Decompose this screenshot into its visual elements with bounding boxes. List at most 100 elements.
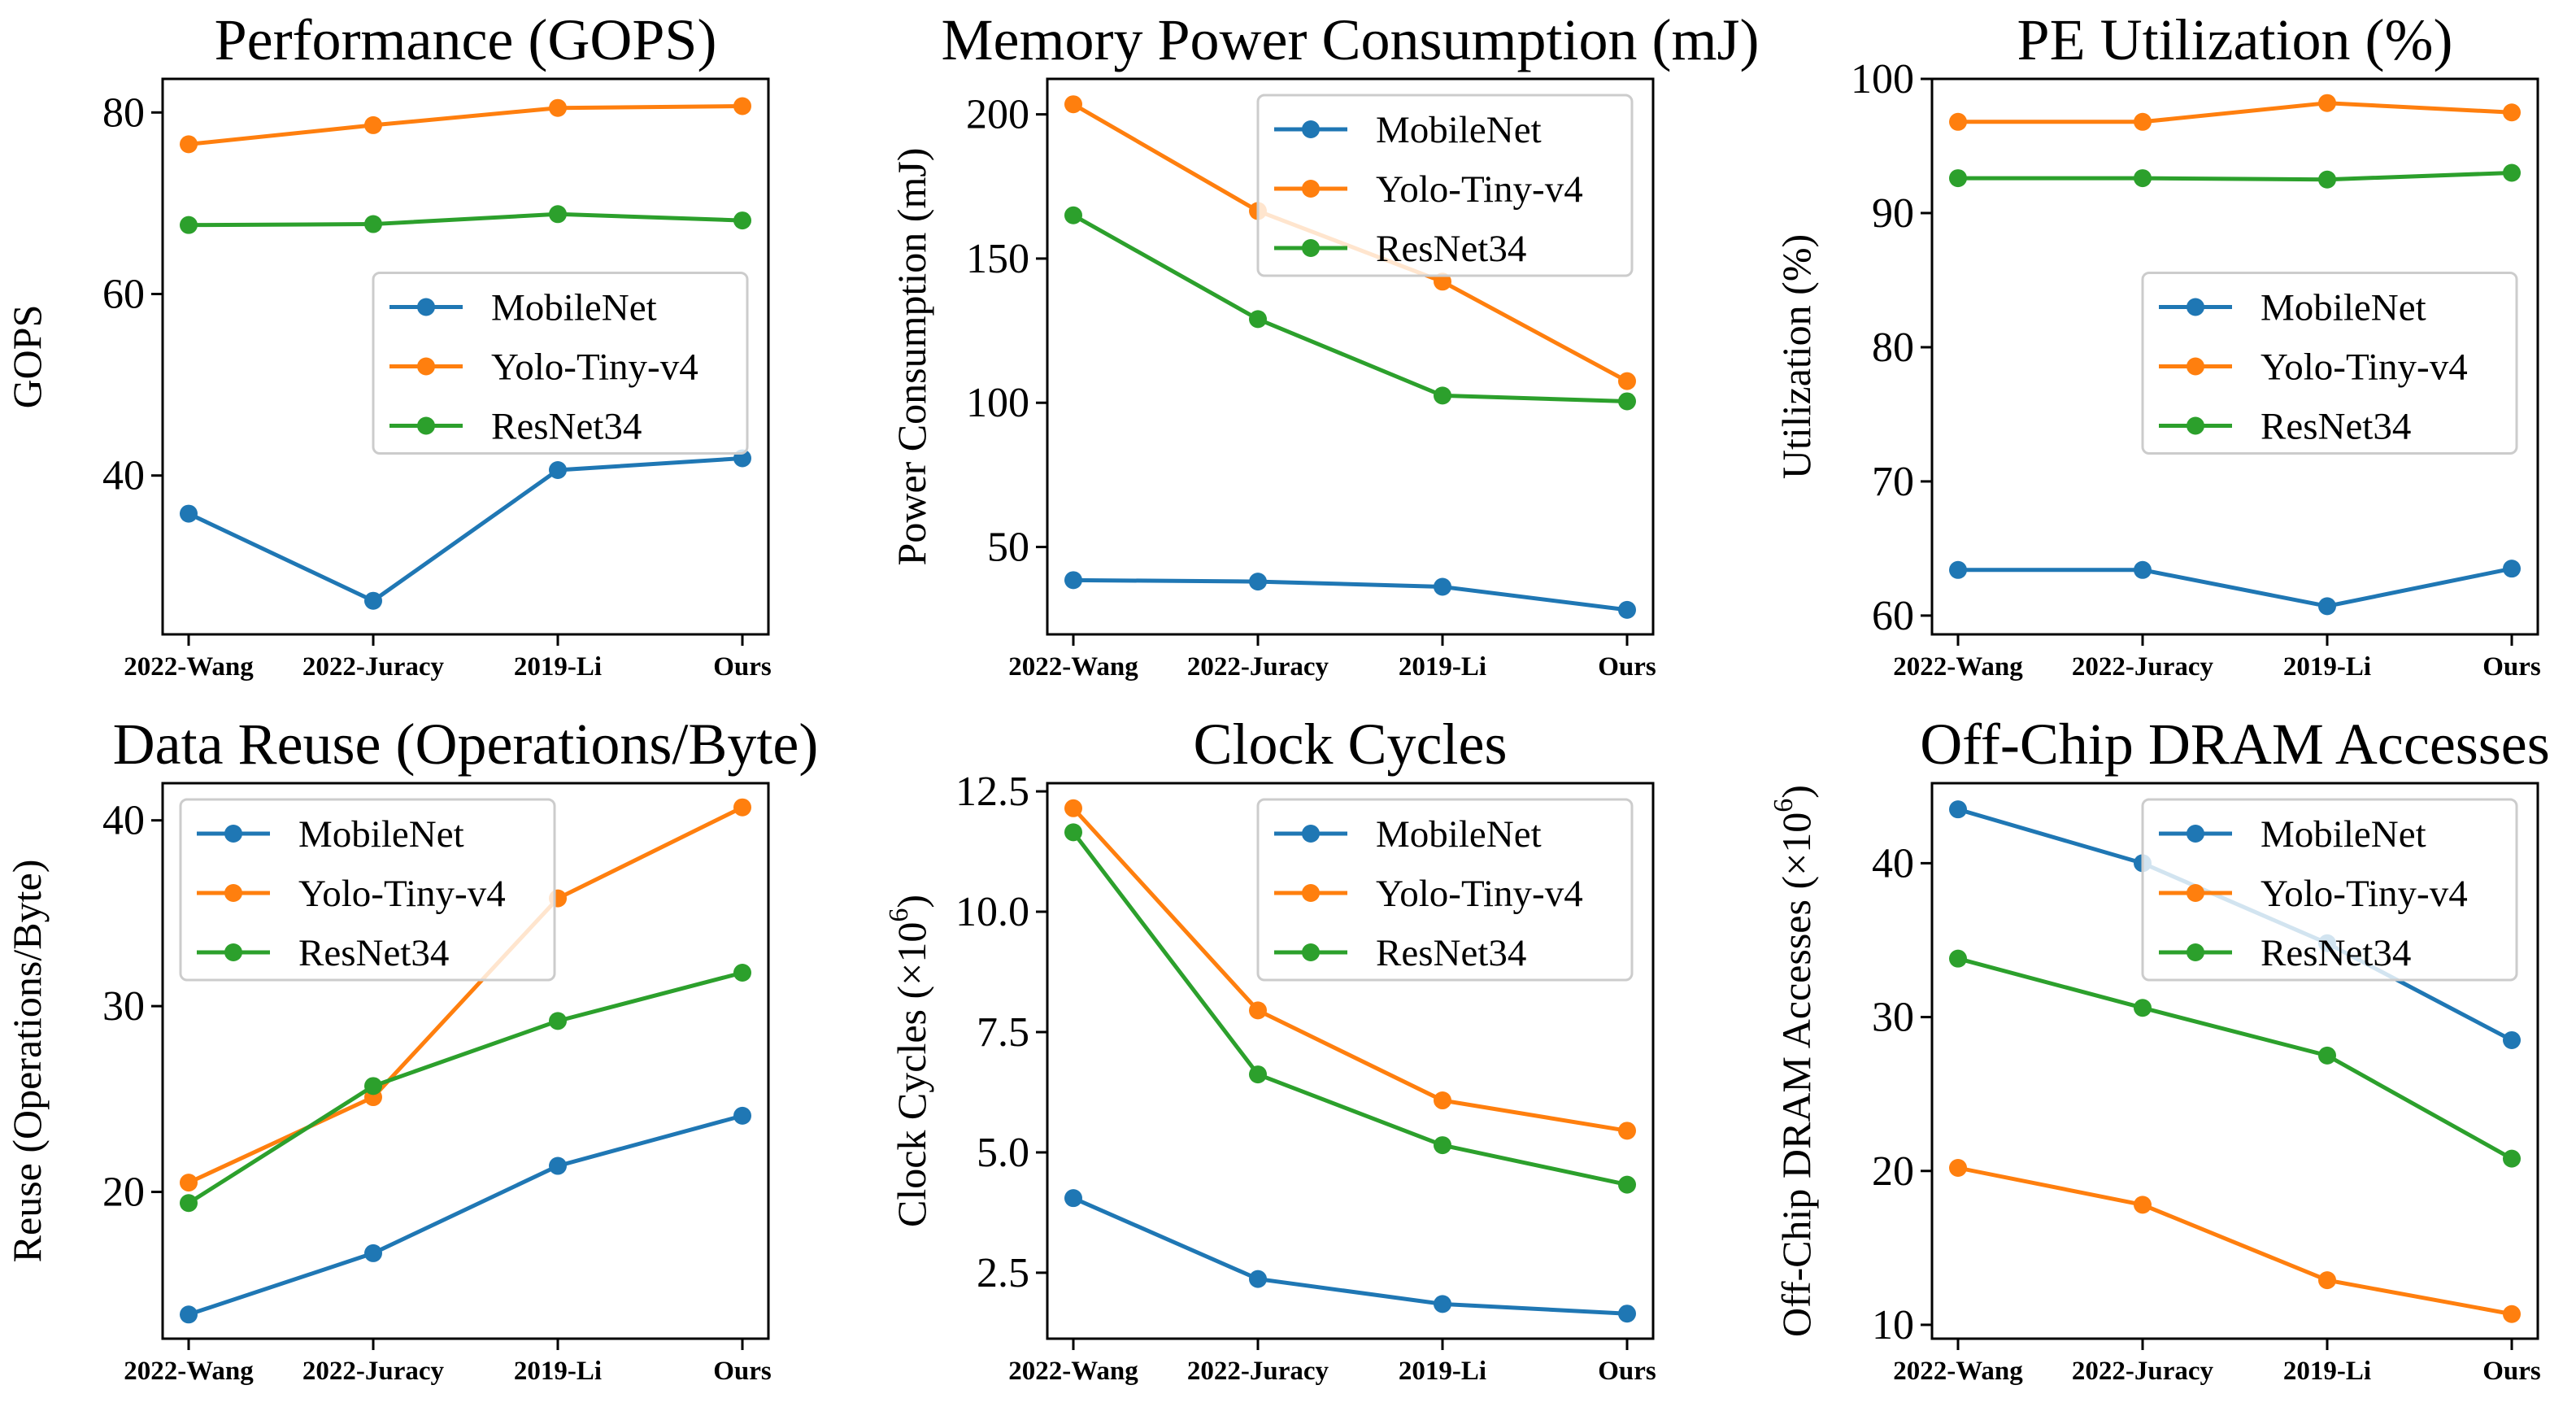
data-point xyxy=(1949,800,1967,819)
legend-swatch-marker xyxy=(224,825,242,843)
y-axis-label-exponent: 6 xyxy=(1769,799,1799,812)
series-line-mobilenet xyxy=(1958,566,2513,608)
series-line-yolo-tiny-v4 xyxy=(1072,807,1628,1133)
data-point xyxy=(1064,571,1082,590)
x-tick-label: Ours xyxy=(1598,1357,1656,1386)
legend: MobileNet Yolo-Tiny-v4 ResNet34 xyxy=(2141,272,2518,455)
legend-box xyxy=(2141,798,2518,982)
y-tick-label: 70 xyxy=(1872,459,1914,505)
y-axis-label-close: ) xyxy=(1773,785,1819,799)
data-point xyxy=(549,461,567,480)
legend-label: Yolo-Tiny-v4 xyxy=(2261,346,2468,389)
legend-box xyxy=(179,798,556,982)
series-line-yolo-tiny-v4 xyxy=(188,103,743,146)
data-point xyxy=(364,1077,382,1095)
legend-swatch-marker xyxy=(2187,298,2204,316)
chart-title: Data Reuse (Operations/Byte) xyxy=(113,712,819,777)
x-tick-label: 2022-Wang xyxy=(124,1357,254,1386)
legend-label: Yolo-Tiny-v4 xyxy=(2261,873,2468,915)
series-line-yolo-tiny-v4 xyxy=(187,805,744,1185)
y-tick-label: 80 xyxy=(102,89,145,136)
series-line-resnet34 xyxy=(1957,956,2513,1161)
series-line-resnet34 xyxy=(1072,213,1628,403)
legend-label: Yolo-Tiny-v4 xyxy=(1376,873,1583,915)
chart-panel-1: Performance (GOPS) 40 60 80 2022-Wang 2022-Ju… xyxy=(4,7,772,682)
data-point xyxy=(364,215,382,233)
series-line-mobilenet xyxy=(187,455,743,603)
axes-frame xyxy=(1046,77,1655,636)
data-point xyxy=(1618,600,1636,619)
y-tick-label: 12.5 xyxy=(955,769,1029,815)
x-tick-label: Ours xyxy=(713,1357,772,1386)
y-tick-label: 30 xyxy=(102,983,145,1030)
legend-label: MobileNet xyxy=(1376,813,1542,856)
series-line-yolo-tiny-v4 xyxy=(1958,101,2513,124)
legend-label: Yolo-Tiny-v4 xyxy=(1376,168,1583,211)
y-tick-label: 90 xyxy=(1872,190,1914,237)
y-tick-label: 100 xyxy=(966,380,1029,426)
x-tick-label: 2022-Juracy xyxy=(302,652,445,682)
y-tick-label: 30 xyxy=(1872,995,1914,1041)
data-point xyxy=(1064,799,1082,817)
data-point xyxy=(180,1194,198,1213)
legend-box xyxy=(372,272,749,455)
data-point xyxy=(1434,1136,1451,1155)
data-point xyxy=(2318,1271,2336,1290)
chart-panel-6: Off-Chip DRAM Accesses 10 20 30 40 2022-Wang 2… xyxy=(1769,712,2550,1386)
legend-swatch-marker xyxy=(2187,884,2204,902)
x-tick-label: 2019-Li xyxy=(1399,1357,1486,1386)
data-point xyxy=(1434,386,1451,405)
data-point xyxy=(364,591,382,610)
series-line-resnet34 xyxy=(187,970,743,1205)
y-axis-label-text: Clock Cycles (×10 xyxy=(889,922,934,1227)
data-point xyxy=(733,211,751,230)
axes-frame xyxy=(1930,77,2539,636)
y-axis-label-text: Power Consumption (mJ) xyxy=(889,148,934,566)
y-axis-label-exponent: 6 xyxy=(884,908,914,922)
chart-panel-2: Memory Power Consumption (mJ) 50 100 150 200… xyxy=(889,7,1759,682)
legend-label: ResNet34 xyxy=(298,932,449,974)
legend-swatch-marker xyxy=(417,357,435,376)
data-point xyxy=(180,216,198,234)
data-point xyxy=(549,98,567,117)
data-point xyxy=(2134,169,2152,188)
x-tick-label: Ours xyxy=(713,652,772,682)
y-tick-label: 20 xyxy=(102,1170,145,1216)
y-tick-label: 50 xyxy=(987,525,1029,571)
y-tick-label: 10.0 xyxy=(955,889,1029,935)
y-tick-label: 7.5 xyxy=(977,1009,1029,1056)
legend-label: MobileNet xyxy=(2261,813,2426,856)
x-tick-label: 2019-Li xyxy=(2283,1357,2371,1386)
series-line-resnet34 xyxy=(1072,830,1628,1187)
x-tick-label: 2022-Juracy xyxy=(1187,1357,1329,1386)
series-line-resnet34 xyxy=(188,211,743,228)
legend-swatch-marker xyxy=(224,943,242,961)
y-axis-label: GOPS xyxy=(4,305,50,409)
y-axis-label: Clock Cycles (×106) xyxy=(884,895,934,1227)
data-point xyxy=(1434,272,1451,291)
data-point xyxy=(2134,112,2152,131)
legend-label: Yolo-Tiny-v4 xyxy=(298,873,506,915)
legend-swatch-marker xyxy=(1302,180,1320,198)
legend-label: MobileNet xyxy=(2261,287,2426,329)
y-axis-label: Power Consumption (mJ) xyxy=(889,148,934,566)
data-point xyxy=(1064,206,1082,224)
x-tick-label: Ours xyxy=(2482,1357,2541,1386)
legend-swatch-marker xyxy=(417,416,435,435)
data-point xyxy=(549,1012,567,1030)
y-tick-label: 100 xyxy=(1851,56,1914,102)
data-point xyxy=(1949,1158,1967,1177)
data-point xyxy=(549,205,567,224)
x-tick-label: 2019-Li xyxy=(1399,652,1486,682)
legend-label: MobileNet xyxy=(1376,109,1542,151)
chart-title: Performance (GOPS) xyxy=(215,7,717,72)
data-point xyxy=(2318,170,2336,189)
chart-title: Clock Cycles xyxy=(1194,712,1508,777)
data-point xyxy=(1064,823,1082,842)
data-point xyxy=(1949,112,1967,131)
legend-swatch-marker xyxy=(2187,825,2204,843)
chart-title: PE Utilization (%) xyxy=(2017,7,2453,72)
legend-swatch-marker xyxy=(1302,825,1320,843)
x-tick-label: 2019-Li xyxy=(514,652,602,682)
